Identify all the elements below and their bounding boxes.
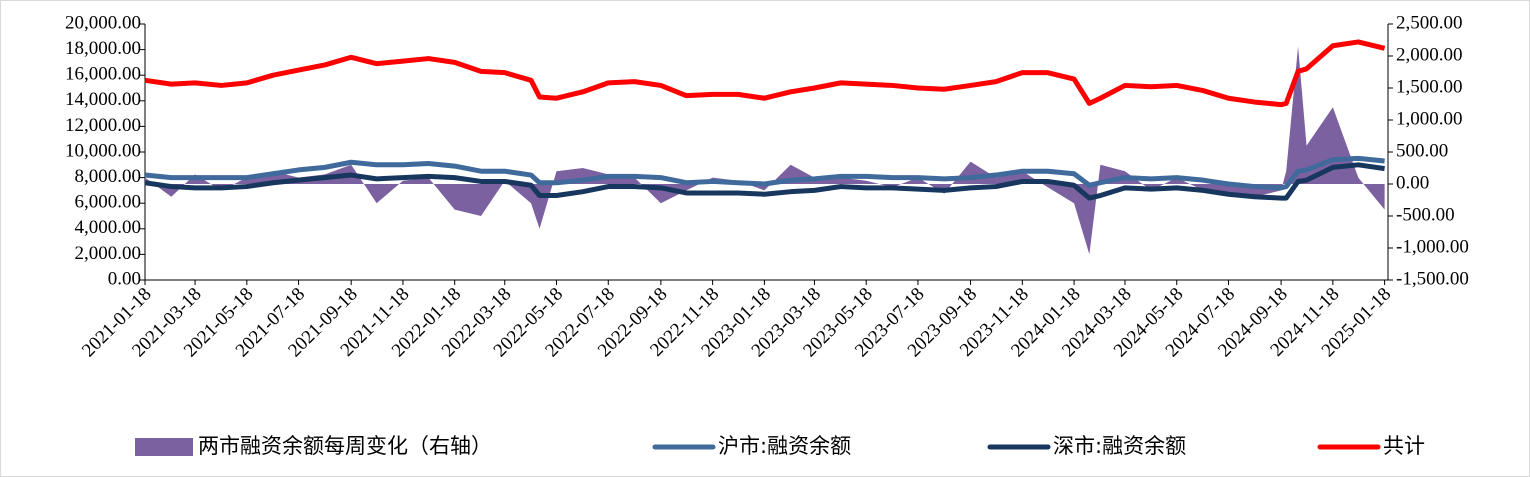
y2-tick-label: 2,500.00 bbox=[1396, 12, 1463, 33]
y-tick-label: 2,000.00 bbox=[75, 243, 142, 264]
y-tick-label: 20,000.00 bbox=[65, 12, 141, 33]
y2-tick-label: 2,000.00 bbox=[1396, 44, 1463, 65]
y2-tick-label: 500.00 bbox=[1396, 140, 1448, 161]
y2-tick-label: -1,000.00 bbox=[1396, 236, 1469, 257]
y2-tick-label: -500.00 bbox=[1396, 204, 1455, 225]
y-tick-label: 4,000.00 bbox=[75, 217, 142, 238]
y-tick-label: 10,000.00 bbox=[65, 140, 141, 161]
y-tick-label: 14,000.00 bbox=[65, 89, 141, 110]
y-tick-label: 8,000.00 bbox=[75, 166, 142, 187]
series-line bbox=[144, 39, 1386, 108]
y-tick-label: 6,000.00 bbox=[75, 192, 142, 213]
series-line bbox=[144, 155, 1385, 191]
legend-label: 沪市:融资余额 bbox=[718, 434, 851, 458]
y2-tick-label: -1,500.00 bbox=[1396, 268, 1469, 289]
legend-label: 深市:融资余额 bbox=[1053, 434, 1186, 458]
y-tick-label: 16,000.00 bbox=[65, 64, 141, 85]
y2-tick-label: 1,000.00 bbox=[1396, 108, 1463, 129]
legend: 两市融资余额每周变化（右轴） 沪市:融资余额 深市:融资余额 共计 bbox=[135, 434, 1425, 458]
y-tick-label: 18,000.00 bbox=[65, 38, 141, 59]
change-area bbox=[145, 46, 1385, 255]
y2-tick-label: 0.00 bbox=[1396, 172, 1429, 193]
y-tick-label: 0.00 bbox=[108, 268, 141, 289]
legend-swatch bbox=[135, 438, 193, 456]
series-line bbox=[144, 162, 1385, 201]
y-tick-label: 12,000.00 bbox=[65, 115, 141, 136]
legend-label: 两市融资余额每周变化（右轴） bbox=[198, 434, 492, 458]
legend-label: 共计 bbox=[1383, 434, 1425, 458]
y2-tick-label: 1,500.00 bbox=[1396, 76, 1463, 97]
